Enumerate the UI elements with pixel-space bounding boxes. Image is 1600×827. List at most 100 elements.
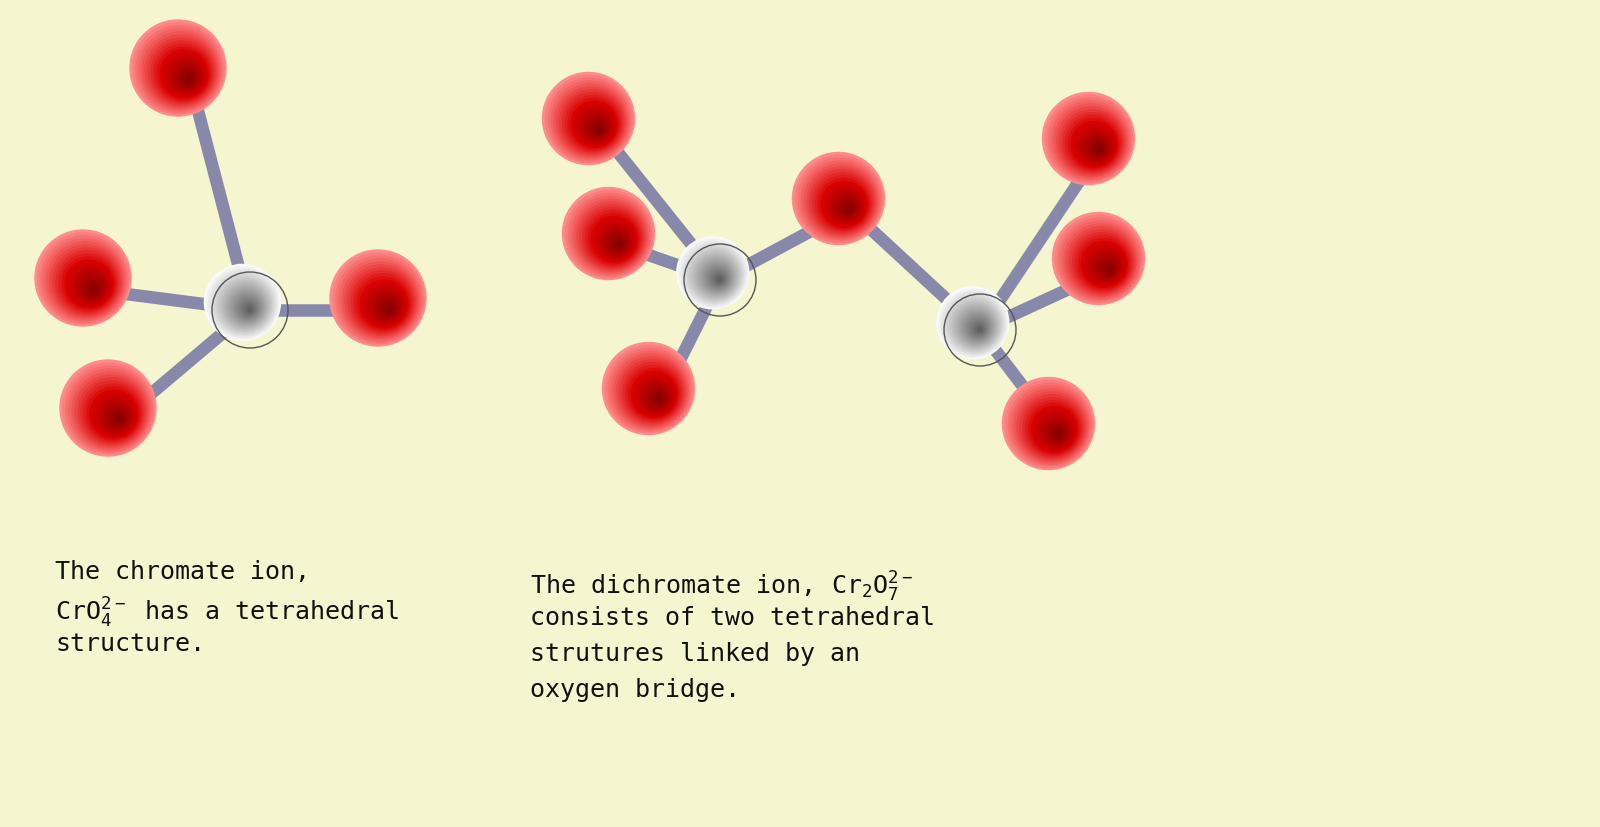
Circle shape	[1046, 421, 1069, 443]
Circle shape	[818, 179, 869, 229]
Circle shape	[45, 239, 125, 321]
Circle shape	[813, 173, 872, 232]
Circle shape	[1066, 116, 1120, 170]
Circle shape	[614, 239, 624, 248]
Circle shape	[77, 272, 106, 301]
Circle shape	[35, 230, 131, 326]
Circle shape	[387, 307, 392, 312]
Circle shape	[830, 190, 862, 222]
Circle shape	[1107, 267, 1112, 272]
Circle shape	[66, 366, 152, 452]
Text: $\mathregular{CrO_4^{2-}}$ has a tetrahedral: $\mathregular{CrO_4^{2-}}$ has a tetrahe…	[54, 596, 400, 630]
Circle shape	[682, 241, 746, 306]
Circle shape	[1043, 418, 1070, 446]
Circle shape	[83, 278, 102, 297]
Circle shape	[56, 251, 118, 313]
Circle shape	[1072, 232, 1133, 293]
Circle shape	[939, 289, 1008, 357]
Circle shape	[709, 270, 726, 287]
Circle shape	[550, 81, 629, 160]
Circle shape	[816, 175, 870, 231]
Circle shape	[966, 317, 989, 338]
Circle shape	[589, 213, 638, 264]
Circle shape	[1008, 383, 1091, 466]
Circle shape	[973, 323, 984, 334]
Circle shape	[1088, 138, 1107, 157]
Circle shape	[70, 266, 109, 304]
Circle shape	[560, 90, 624, 154]
Circle shape	[90, 284, 99, 294]
Circle shape	[976, 326, 982, 333]
Circle shape	[226, 285, 267, 327]
Circle shape	[67, 263, 110, 306]
Circle shape	[694, 254, 738, 297]
Circle shape	[360, 280, 408, 328]
Circle shape	[565, 190, 653, 278]
Circle shape	[646, 385, 669, 409]
Circle shape	[1053, 213, 1144, 304]
Circle shape	[1093, 253, 1120, 280]
Circle shape	[565, 95, 621, 151]
Circle shape	[187, 77, 192, 82]
Circle shape	[136, 26, 222, 112]
Circle shape	[608, 233, 627, 252]
Circle shape	[83, 384, 141, 442]
Circle shape	[622, 362, 683, 423]
Circle shape	[1056, 215, 1142, 303]
Circle shape	[608, 348, 691, 431]
Circle shape	[371, 292, 400, 321]
Circle shape	[336, 256, 422, 342]
Circle shape	[1072, 122, 1117, 167]
Text: oxygen bridge.: oxygen bridge.	[530, 678, 739, 702]
Circle shape	[606, 231, 629, 254]
Circle shape	[184, 74, 194, 84]
Circle shape	[1064, 224, 1138, 298]
Circle shape	[698, 258, 734, 294]
Circle shape	[846, 207, 851, 212]
Circle shape	[166, 56, 205, 94]
Circle shape	[618, 242, 622, 246]
Circle shape	[1054, 104, 1128, 178]
Circle shape	[1080, 130, 1112, 162]
Circle shape	[1086, 247, 1123, 284]
Circle shape	[1069, 118, 1118, 169]
Circle shape	[842, 202, 854, 215]
Circle shape	[237, 296, 259, 319]
Circle shape	[157, 47, 210, 100]
Circle shape	[93, 393, 136, 436]
Circle shape	[238, 299, 258, 318]
Circle shape	[1082, 241, 1128, 287]
Circle shape	[821, 181, 867, 227]
Circle shape	[954, 304, 997, 347]
Circle shape	[957, 306, 995, 346]
Circle shape	[845, 204, 853, 213]
Circle shape	[342, 262, 419, 339]
Circle shape	[374, 295, 398, 319]
Circle shape	[61, 360, 157, 456]
Circle shape	[1061, 221, 1139, 299]
Circle shape	[835, 196, 859, 218]
Circle shape	[702, 263, 731, 292]
Circle shape	[248, 308, 251, 312]
Circle shape	[554, 84, 627, 158]
Circle shape	[139, 29, 221, 111]
Circle shape	[1029, 404, 1078, 454]
Circle shape	[696, 256, 736, 296]
Circle shape	[82, 381, 144, 443]
Circle shape	[701, 261, 733, 293]
Text: structure.: structure.	[54, 632, 205, 656]
Circle shape	[947, 298, 1002, 351]
Circle shape	[173, 62, 202, 91]
Text: consists of two tetrahedral: consists of two tetrahedral	[530, 606, 934, 630]
Circle shape	[1085, 244, 1125, 285]
Circle shape	[611, 237, 626, 251]
Circle shape	[1096, 256, 1118, 279]
Circle shape	[384, 304, 394, 313]
Circle shape	[46, 242, 123, 318]
Circle shape	[210, 269, 277, 337]
Circle shape	[579, 205, 645, 269]
Circle shape	[691, 252, 739, 299]
Circle shape	[798, 158, 882, 241]
Circle shape	[86, 387, 139, 440]
Circle shape	[605, 346, 693, 433]
